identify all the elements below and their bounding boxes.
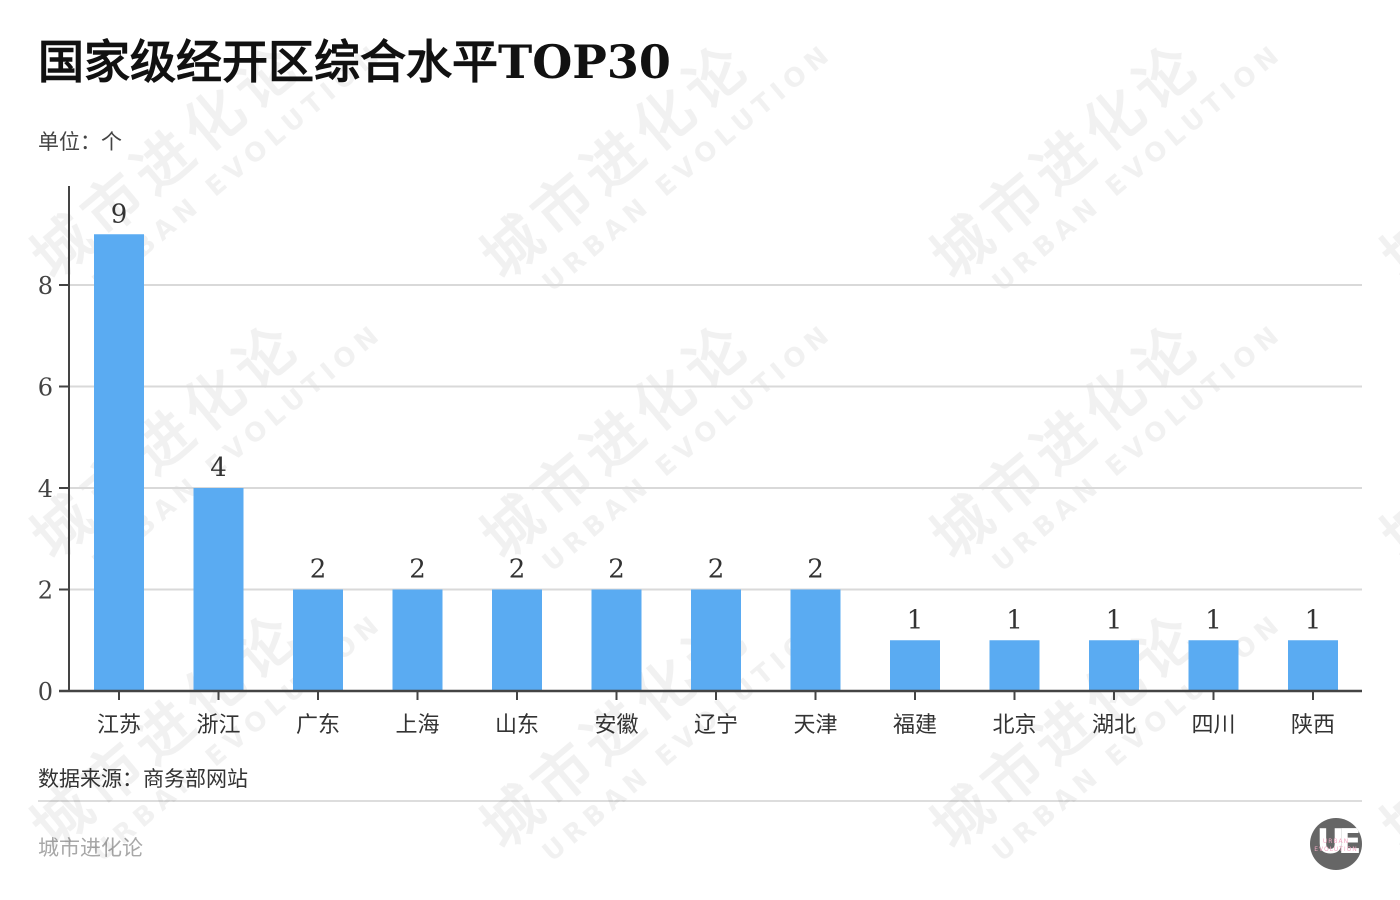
data-label: 2 <box>509 555 526 585</box>
logo-sub-line1: URBAN <box>1322 838 1350 845</box>
bar <box>691 589 741 691</box>
data-label: 1 <box>1006 605 1023 635</box>
x-tick-label: 浙江 <box>196 713 240 738</box>
bar <box>989 640 1040 691</box>
bar <box>193 488 244 691</box>
bar <box>492 589 542 691</box>
x-tick-label: 辽宁 <box>694 713 738 738</box>
data-label: 4 <box>210 453 227 483</box>
x-tick-label: 北京 <box>992 713 1036 738</box>
y-tick-label: 6 <box>38 374 53 402</box>
bar <box>1188 640 1239 691</box>
x-tick-label: 广东 <box>296 713 340 738</box>
footer-divider <box>38 800 1362 802</box>
x-tick-label: 四川 <box>1191 713 1235 738</box>
data-label: 2 <box>409 555 426 585</box>
x-tick-label: 上海 <box>395 713 439 738</box>
data-label: 1 <box>1106 605 1123 635</box>
data-label: 1 <box>907 605 924 635</box>
source-label: 数据来源：商务部网站 <box>38 767 248 791</box>
x-tick-label: 福建 <box>893 713 937 738</box>
logo-sub-line2: EVOLUTION <box>1314 846 1358 853</box>
bar <box>890 640 940 691</box>
bar <box>392 589 443 691</box>
unit-label: 单位：个 <box>38 130 122 154</box>
data-label: 2 <box>608 555 625 585</box>
brand-label: 城市进化论 <box>38 836 143 860</box>
ue-logo-icon: UE URBAN EVOLUTION <box>1310 818 1362 870</box>
data-label: 1 <box>1205 605 1222 635</box>
data-label: 2 <box>807 555 824 585</box>
chart-title: 国家级经开区综合水平TOP30 <box>38 35 671 89</box>
bar <box>293 589 343 691</box>
x-tick-label: 安徽 <box>594 713 638 738</box>
x-tick-label: 湖北 <box>1092 713 1136 738</box>
bar <box>1288 640 1338 691</box>
bar <box>94 234 144 691</box>
bar <box>591 589 642 691</box>
data-label: 9 <box>111 199 128 229</box>
y-tick-label: 0 <box>38 678 53 706</box>
y-tick-label: 8 <box>38 272 53 300</box>
x-tick-label: 山东 <box>495 713 539 738</box>
y-tick-label: 4 <box>38 475 53 503</box>
logo-letters: UE <box>1316 822 1362 862</box>
bar <box>1089 640 1139 691</box>
x-tick-label: 天津 <box>793 713 837 738</box>
y-tick-label: 2 <box>38 577 53 605</box>
bar <box>790 589 841 691</box>
data-label: 1 <box>1305 605 1322 635</box>
x-tick-label: 陕西 <box>1291 713 1335 738</box>
data-label: 2 <box>708 555 725 585</box>
data-label: 2 <box>310 555 327 585</box>
x-tick-label: 江苏 <box>97 713 141 738</box>
